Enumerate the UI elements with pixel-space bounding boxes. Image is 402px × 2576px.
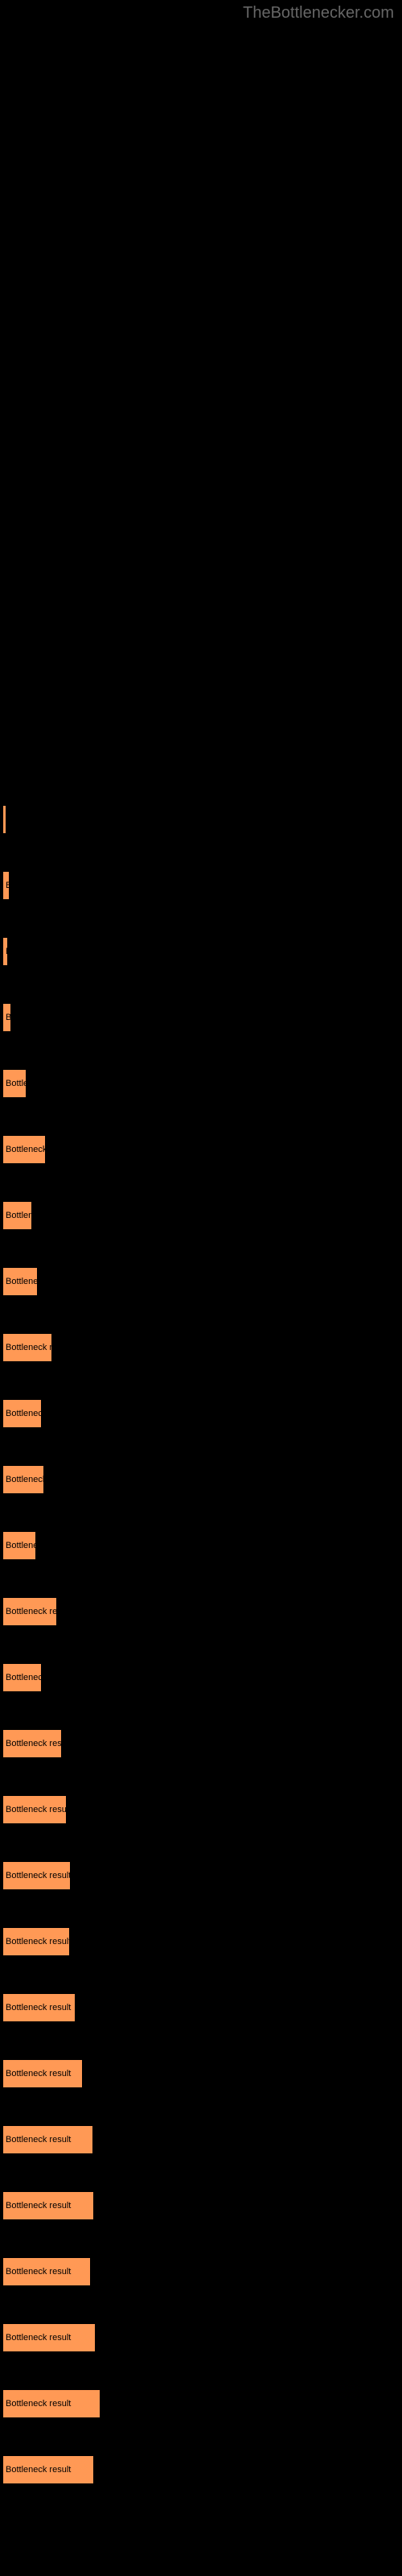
bar-row: Bottleneck result <box>2 1993 402 2022</box>
bar-row: Bottleneck result <box>2 2125 402 2154</box>
bar-row: Bottleneck result <box>2 1795 402 1824</box>
bar-row <box>2 805 402 834</box>
bar: Bottleneck result <box>2 1729 62 1758</box>
bar-row: Bottleneck resu <box>2 1333 402 1362</box>
bar: Bottleneck re <box>2 1663 42 1692</box>
bar: Bottleneck result <box>2 2455 94 2484</box>
bar: Bottleneck result <box>2 1993 76 2022</box>
bar: Bottleneck re <box>2 1399 42 1428</box>
bar-row: Bottleneck res <box>2 1465 402 1494</box>
bar: B <box>2 937 8 966</box>
bar-row: B <box>2 1003 402 1032</box>
bar: Bottleneck result <box>2 1927 70 1956</box>
bar-chart: B B B Bottlen Bottleneck Bottlene Bottleneck r… <box>0 0 402 2537</box>
bar-row: Bottleneck re <box>2 1399 402 1428</box>
bar-row: Bottleneck result <box>2 1927 402 1956</box>
bar-row: Bottlene <box>2 1201 402 1230</box>
bar: Bottlen <box>2 1069 27 1098</box>
bar: Bottlene <box>2 1201 32 1230</box>
bar: Bottleneck result <box>2 1597 57 1626</box>
bar-row: Bottleneck result <box>2 1729 402 1758</box>
bar <box>2 805 6 834</box>
bar-row: Bottleneck result <box>2 2389 402 2418</box>
watermark-text: TheBottlenecker.com <box>243 4 394 23</box>
bar: Bottleneck result <box>2 2191 94 2220</box>
bar: B <box>2 871 10 900</box>
bar-row: Bottleneck result <box>2 2257 402 2286</box>
bar: Bottleneck re <box>2 1267 38 1296</box>
bar: Bottleneck result <box>2 2389 100 2418</box>
bar: Bottleneck result <box>2 2257 91 2286</box>
bar-row: B <box>2 937 402 966</box>
bar-row: Bottleneck result <box>2 1597 402 1626</box>
bar: Bottleneck result <box>2 2323 96 2352</box>
bar-row: B <box>2 871 402 900</box>
bar: Bottleneck <box>2 1531 36 1560</box>
bar: Bottleneck resu <box>2 1333 52 1362</box>
bar: Bottleneck result <box>2 2059 83 2088</box>
bar-row: Bottleneck result <box>2 2059 402 2088</box>
bar-row: Bottleneck re <box>2 1663 402 1692</box>
bar-row: Bottleneck <box>2 1135 402 1164</box>
bar: Bottleneck result <box>2 1795 67 1824</box>
bar: B <box>2 1003 11 1032</box>
bar: Bottleneck <box>2 1135 46 1164</box>
bar: Bottleneck res <box>2 1465 44 1494</box>
bar-row: Bottlen <box>2 1069 402 1098</box>
bar: Bottleneck result <box>2 1861 71 1890</box>
bar-row: Bottleneck <box>2 1531 402 1560</box>
bar-row: Bottleneck result <box>2 1861 402 1890</box>
bar-row: Bottleneck re <box>2 1267 402 1296</box>
bar-row: Bottleneck result <box>2 2191 402 2220</box>
bar: Bottleneck result <box>2 2125 93 2154</box>
bar-row: Bottleneck result <box>2 2455 402 2484</box>
bar-row: Bottleneck result <box>2 2323 402 2352</box>
